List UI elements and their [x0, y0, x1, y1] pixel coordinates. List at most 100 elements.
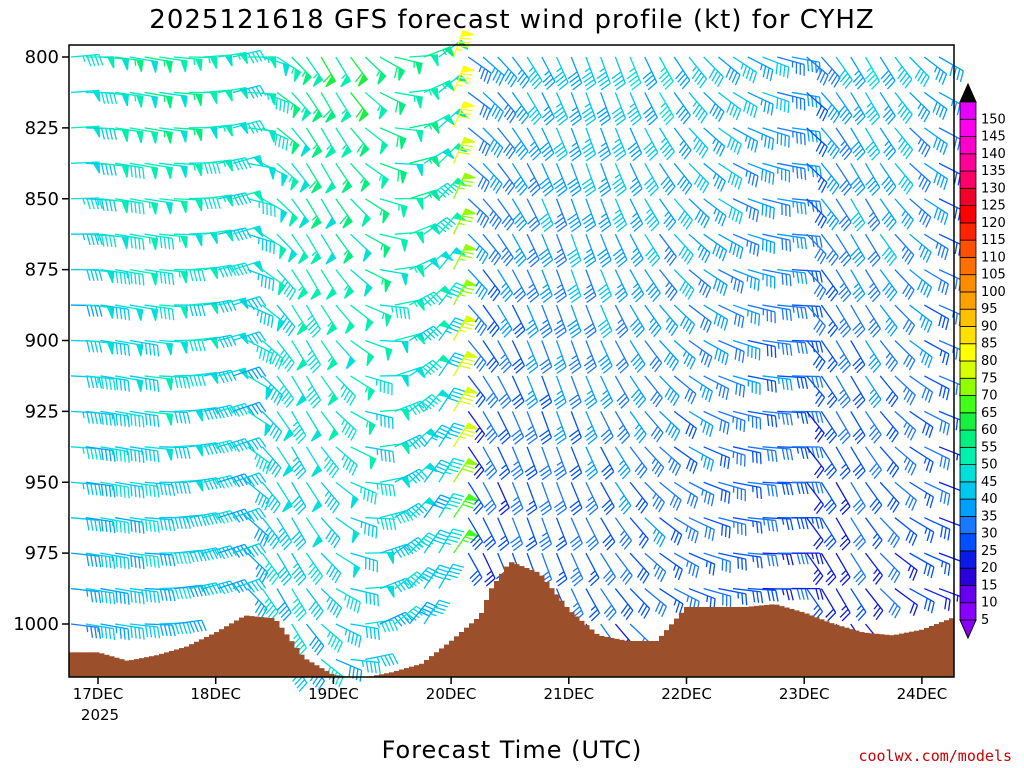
wind-barb	[762, 339, 793, 356]
wind-barb	[526, 56, 543, 90]
wind-barb	[718, 517, 747, 536]
ground-bar	[719, 606, 725, 677]
wind-barb	[688, 481, 715, 507]
wind-barb	[747, 410, 778, 428]
wind-barb	[581, 92, 597, 126]
wind-barb	[835, 552, 851, 586]
wind-barb	[806, 56, 829, 86]
ground-bar	[289, 641, 295, 677]
wind-barb	[894, 127, 914, 160]
wind-barb	[305, 92, 323, 123]
wind-barb	[100, 339, 131, 357]
wind-barb	[232, 225, 264, 238]
wind-barb	[350, 127, 370, 157]
wind-barb	[335, 269, 355, 299]
wind-barb	[217, 438, 252, 453]
wind-barb	[364, 198, 390, 224]
wind-barb	[627, 127, 643, 162]
wind-barb	[747, 481, 778, 497]
wind-barb	[203, 54, 233, 67]
wind-barb	[129, 339, 160, 357]
ground-bar	[274, 620, 280, 677]
wind-barb	[688, 446, 715, 472]
wind-barb	[511, 92, 530, 125]
wind-barb	[806, 481, 825, 515]
wind-barb	[70, 481, 102, 496]
wind-barb	[791, 517, 824, 529]
wind-barb	[497, 269, 514, 303]
wind-barb	[673, 92, 691, 125]
ground-bar	[769, 604, 775, 677]
x-tick-label: 21DEC	[544, 685, 595, 703]
wind-barb	[777, 446, 809, 460]
wind-barb	[85, 481, 116, 498]
wind-barb	[864, 411, 882, 444]
colorbar-label: 95	[981, 302, 998, 317]
wind-barb	[894, 552, 918, 581]
wind-barb	[70, 587, 102, 604]
wind-barb	[732, 517, 763, 534]
wind-barb	[467, 162, 490, 193]
wind-barb	[261, 162, 289, 187]
wind-barb	[806, 517, 824, 550]
wind-barb	[820, 411, 838, 444]
wind-barb	[732, 127, 759, 153]
wind-barb	[467, 340, 487, 372]
wind-barb	[482, 552, 496, 587]
wind-barb	[541, 56, 556, 91]
wind-barb	[538, 482, 552, 516]
wind-barb	[644, 481, 665, 513]
ground-bar	[124, 660, 130, 677]
wind-barb	[673, 233, 694, 265]
wind-barb	[864, 340, 882, 373]
wind-barb	[923, 127, 948, 155]
wind-barb	[600, 446, 615, 480]
wind-barb	[497, 127, 516, 160]
wind-barb	[614, 375, 630, 409]
wind-barb	[644, 446, 665, 478]
wind-barb	[850, 127, 866, 161]
colorbar-label: 55	[981, 440, 998, 455]
wind-barb	[85, 91, 118, 105]
ground-bar	[459, 631, 465, 677]
wind-barb	[820, 92, 841, 124]
wind-barb	[659, 375, 680, 407]
wind-barb	[497, 92, 517, 124]
wind-barb	[129, 446, 160, 463]
credit-text: coolwx.com/models	[858, 747, 1012, 765]
wind-barb	[703, 162, 726, 192]
wind-barb	[188, 336, 219, 349]
ground-surface	[69, 562, 955, 677]
wind-barb	[879, 162, 897, 196]
ground-bar	[664, 630, 670, 677]
wind-barb	[497, 411, 511, 445]
wind-barb	[598, 163, 612, 197]
ground-bar	[244, 615, 250, 677]
wind-barb	[276, 411, 294, 442]
wind-barb	[791, 56, 821, 74]
wind-barb	[569, 517, 583, 552]
ground-bar	[494, 581, 500, 677]
wind-barb	[526, 92, 542, 126]
ground-bar	[854, 630, 860, 677]
ground-bar	[594, 633, 600, 677]
ground-bar	[499, 573, 505, 677]
wind-barb	[762, 304, 792, 322]
wind-barb	[261, 588, 279, 621]
colorbar-label: 90	[981, 319, 998, 334]
ground-bar	[504, 566, 510, 677]
wind-barb	[658, 127, 675, 161]
wind-barb	[835, 56, 853, 90]
wind-barb	[482, 198, 502, 230]
ground-bar	[134, 659, 140, 677]
wind-barb	[555, 517, 568, 552]
wind-barb	[600, 552, 617, 586]
wind-barb	[217, 262, 252, 277]
wind-barb	[452, 172, 476, 200]
ground-bar	[644, 641, 650, 677]
wind-barb	[115, 587, 145, 605]
wind-barb	[320, 92, 337, 123]
wind-barb	[864, 304, 881, 338]
wind-barb	[305, 446, 323, 477]
wind-barb	[379, 442, 410, 455]
